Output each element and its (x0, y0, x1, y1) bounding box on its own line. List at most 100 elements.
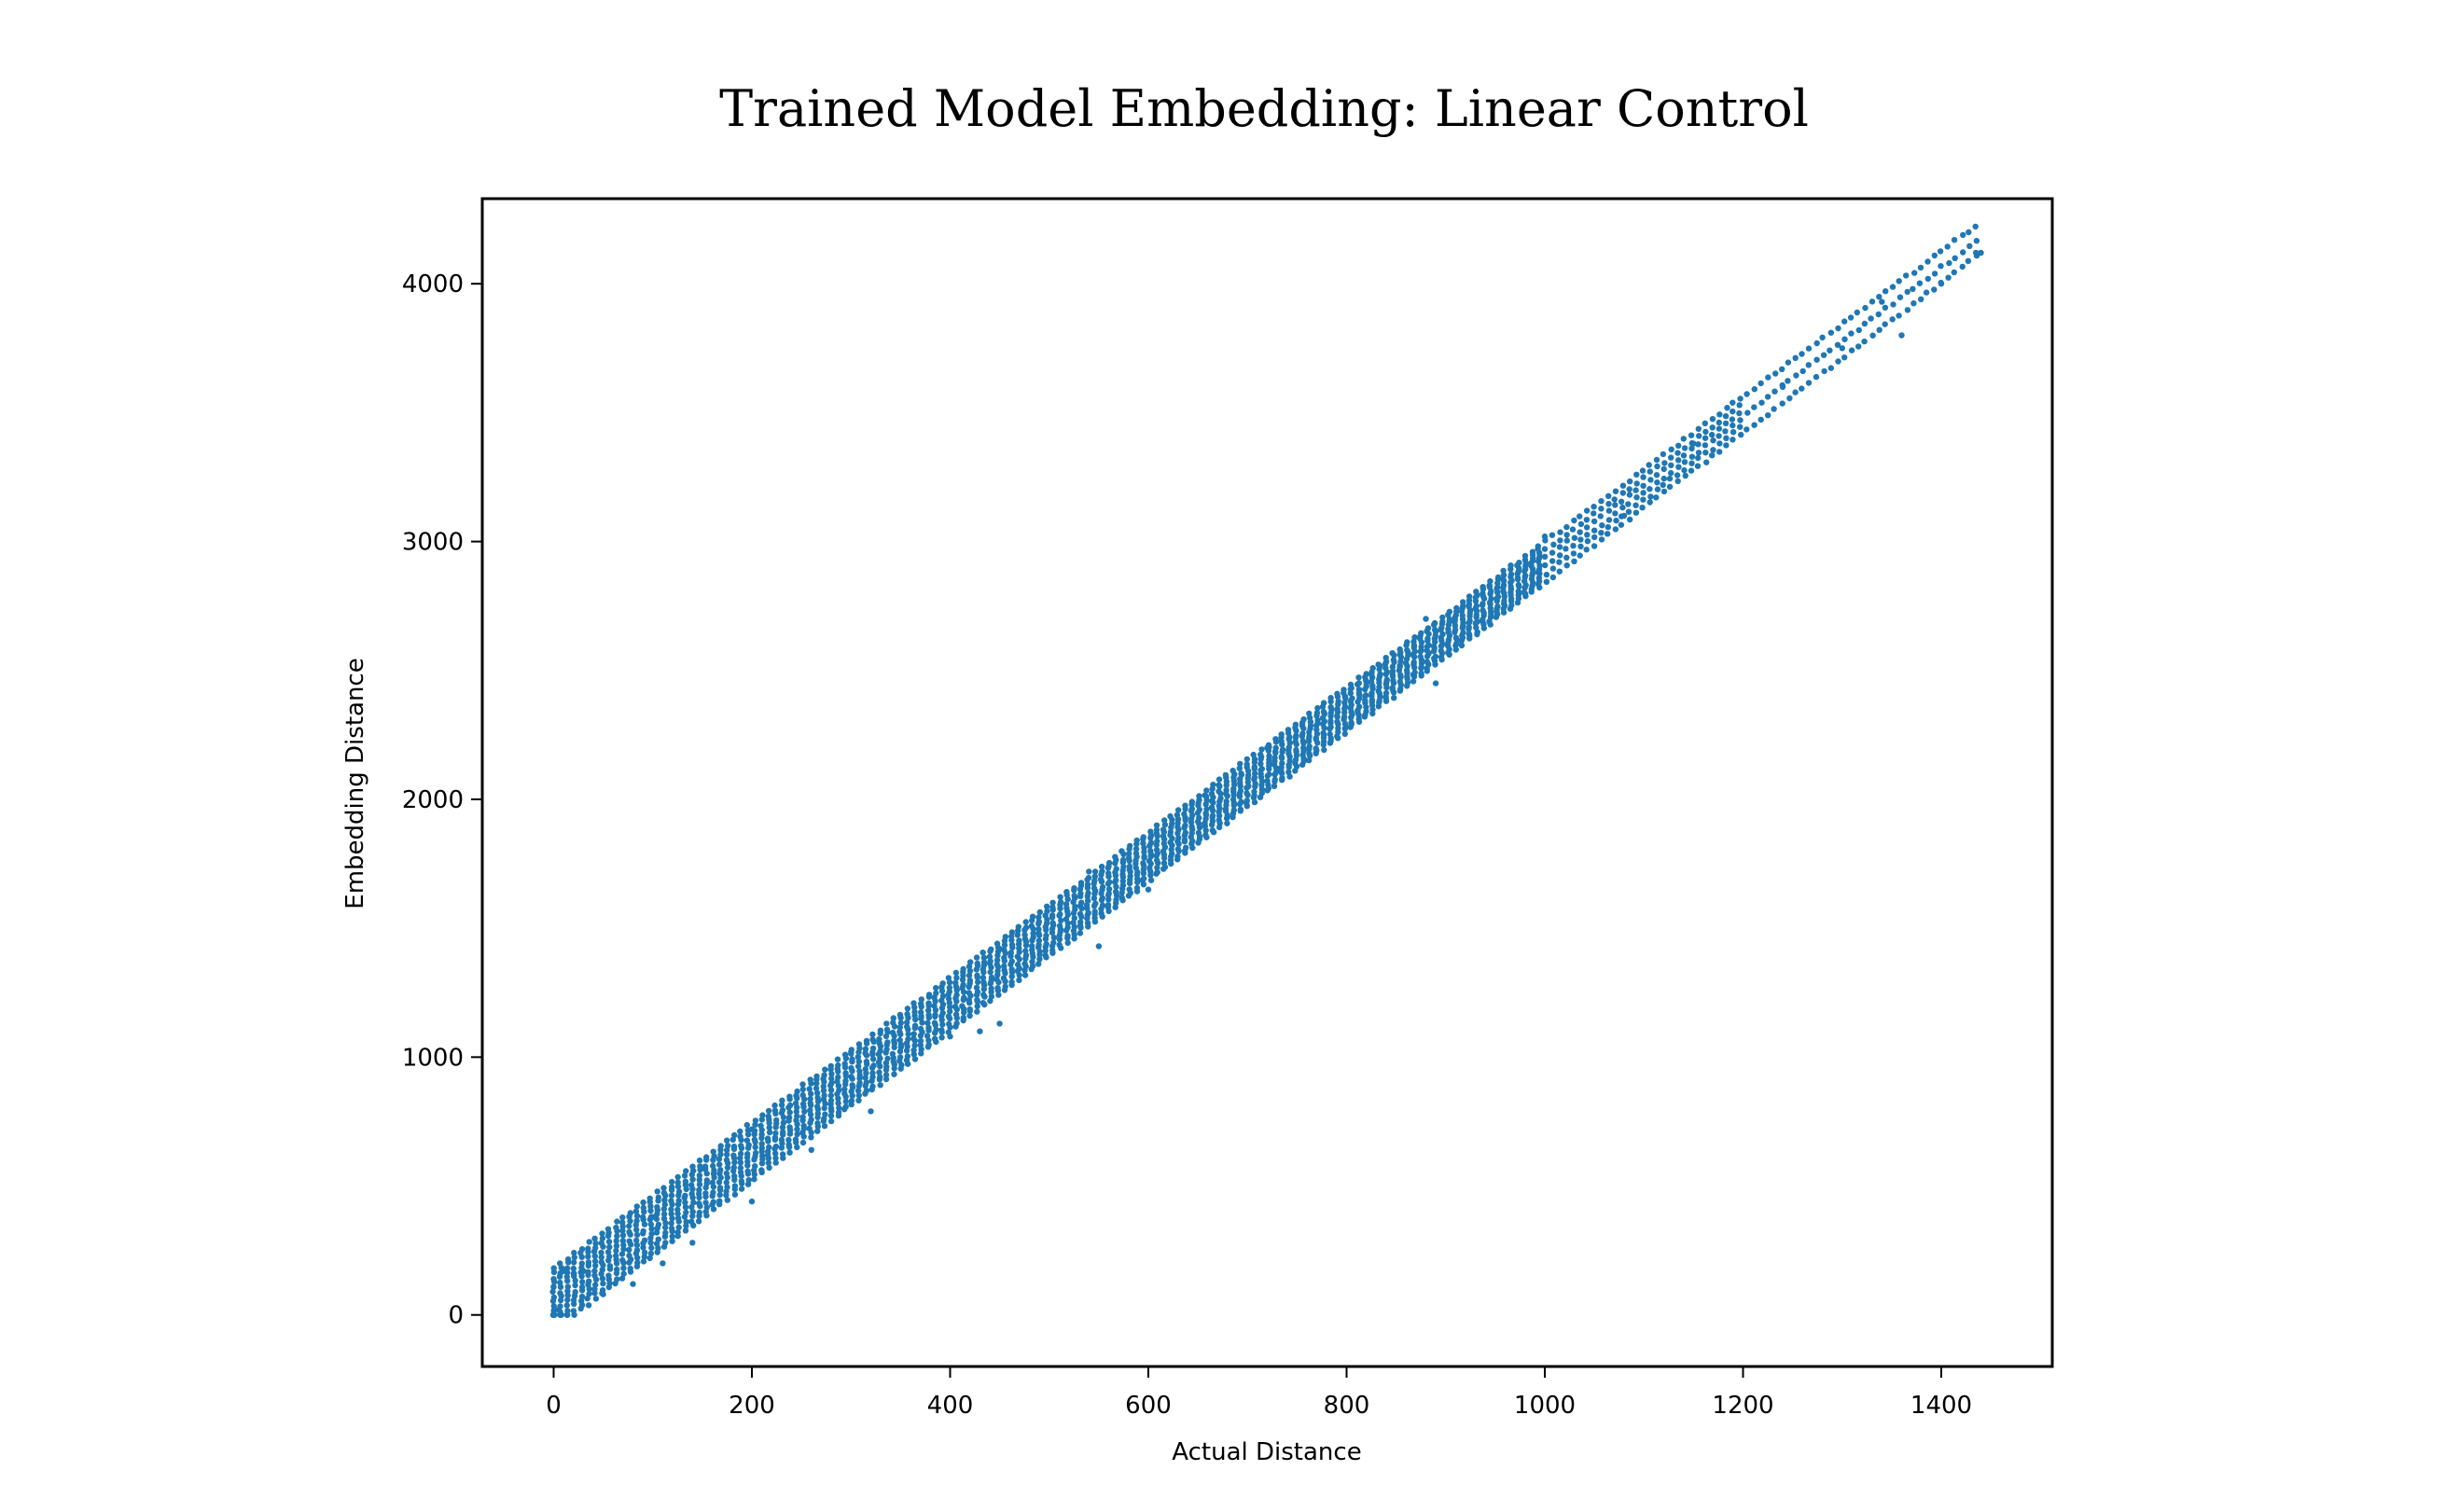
data-point (1702, 442, 1709, 449)
data-point (1432, 653, 1439, 660)
data-point (598, 1254, 604, 1261)
data-point (1848, 330, 1855, 337)
data-point (731, 1172, 738, 1180)
data-point (1383, 676, 1391, 683)
data-point (932, 1011, 938, 1019)
data-point (1978, 249, 1984, 257)
data-point (1841, 336, 1848, 342)
data-point (757, 1122, 764, 1130)
data-point (550, 1276, 557, 1283)
data-point (869, 1083, 876, 1090)
data-point (1167, 828, 1174, 836)
data-point (1099, 902, 1106, 909)
data-point (868, 1108, 874, 1115)
data-point (1174, 853, 1181, 860)
data-point (993, 976, 1000, 983)
data-point (1702, 450, 1709, 456)
data-point (1730, 422, 1736, 429)
data-point (1382, 689, 1390, 697)
data-point (1432, 626, 1438, 633)
data-point (1355, 703, 1363, 710)
data-point (1668, 454, 1674, 461)
data-point (1627, 478, 1633, 485)
data-point (1695, 441, 1702, 448)
data-point (807, 1100, 813, 1107)
data-point (711, 1167, 717, 1174)
data-point (1619, 490, 1627, 496)
data-point (1418, 644, 1424, 650)
data-point (1543, 578, 1550, 585)
data-point (1632, 509, 1640, 516)
data-point (1730, 408, 1736, 415)
data-point (696, 1186, 702, 1193)
data-point (807, 1095, 813, 1103)
data-point (1174, 811, 1181, 818)
data-point (778, 1102, 785, 1108)
data-point (564, 1308, 571, 1314)
data-point (1862, 304, 1869, 312)
data-point (876, 1069, 882, 1075)
data-point (1709, 424, 1716, 431)
data-point (1257, 751, 1264, 758)
data-point (1632, 502, 1639, 508)
data-point (1633, 480, 1640, 487)
data-point (863, 1079, 869, 1086)
data-point (1597, 513, 1605, 520)
data-point (891, 1071, 897, 1077)
data-point (863, 1058, 870, 1065)
data-point (854, 1063, 862, 1070)
data-point (1710, 447, 1716, 453)
x-axis-label: Actual Distance (1172, 1438, 1361, 1466)
data-point (758, 1144, 765, 1152)
data-point (751, 1136, 758, 1144)
data-point (640, 1204, 646, 1212)
data-point (808, 1117, 814, 1123)
data-point (1252, 770, 1258, 777)
data-point (766, 1129, 773, 1136)
data-point (1106, 879, 1113, 885)
data-point (1424, 625, 1432, 631)
data-point (1737, 395, 1744, 402)
data-point (1057, 898, 1064, 906)
data-point (751, 1176, 757, 1183)
data-point (1487, 577, 1493, 585)
data-point (822, 1111, 828, 1117)
data-point (799, 1139, 807, 1146)
data-point (723, 1170, 730, 1177)
data-point (592, 1240, 599, 1247)
data-point (828, 1075, 835, 1082)
data-point (745, 1177, 752, 1184)
data-point (571, 1254, 577, 1261)
data-point (1591, 504, 1597, 510)
data-point (1147, 848, 1154, 854)
data-point (1854, 309, 1861, 316)
data-point (710, 1199, 716, 1205)
data-point (1417, 653, 1424, 660)
data-point (842, 1070, 849, 1076)
data-point (717, 1151, 724, 1158)
data-point (674, 1206, 681, 1214)
data-point (724, 1137, 730, 1144)
data-point (641, 1254, 647, 1260)
data-point (1300, 716, 1307, 723)
data-point (1141, 853, 1147, 860)
data-point (945, 1013, 952, 1020)
data-point (779, 1106, 786, 1114)
data-point (570, 1270, 577, 1277)
data-point (1931, 270, 1938, 277)
data-point (1855, 343, 1862, 350)
data-point (1751, 422, 1757, 428)
data-point (1036, 956, 1043, 963)
data-point (1105, 890, 1112, 897)
data-point (1347, 681, 1355, 688)
data-point (696, 1157, 703, 1164)
data-point (1736, 402, 1743, 409)
data-point (1147, 839, 1155, 846)
data-point (710, 1162, 716, 1170)
data-point (848, 1048, 854, 1056)
data-point (696, 1172, 703, 1179)
data-point (570, 1265, 577, 1272)
data-point (1938, 281, 1945, 287)
data-point (1751, 404, 1757, 410)
data-point (911, 1022, 919, 1029)
